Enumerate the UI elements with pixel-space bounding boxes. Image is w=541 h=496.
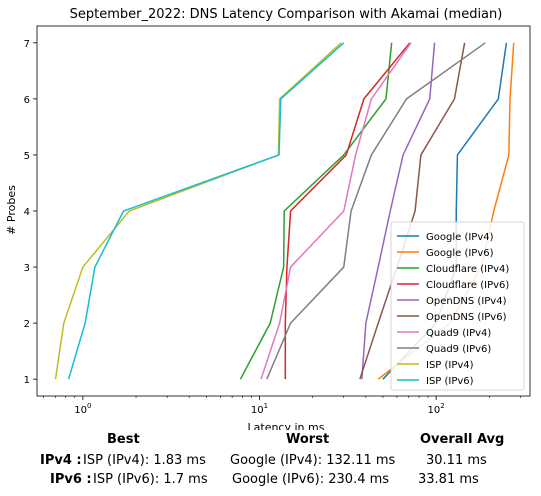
summary-header-worst: Worst (286, 432, 330, 447)
series-line-4 (361, 42, 436, 380)
summary-avg-ipv4: 30.11 ms (426, 453, 487, 468)
legend-label: Cloudflare (IPv4) (426, 264, 509, 275)
y-axis-label: # Probes (5, 185, 18, 235)
y-tick-label: 5 (24, 151, 30, 162)
summary-row-label-ipv4: IPv4 : (40, 453, 82, 468)
y-tick-label: 3 (24, 263, 30, 274)
y-tick-label: 7 (24, 39, 30, 50)
summary-best-ipv6: ISP (IPv6): 1.7 ms (93, 472, 208, 487)
series-line-6 (260, 42, 412, 380)
summary-worst-ipv4: Google (IPv4): 132.11 ms (230, 453, 396, 468)
x-axis-label: Latency in ms (248, 421, 325, 430)
legend-label: Google (IPv6) (426, 248, 494, 259)
legend-label: Quad9 (IPv4) (426, 328, 491, 339)
legend-label: ISP (IPv6) (426, 376, 474, 387)
x-tick-label: 101 (251, 402, 268, 416)
legend-label: OpenDNS (IPv4) (426, 296, 507, 307)
series-line-5 (359, 42, 466, 380)
legend-label: ISP (IPv4) (426, 360, 474, 371)
chart: September_2022: DNS Latency Comparison w… (5, 7, 531, 430)
y-tick-label: 1 (24, 375, 30, 386)
series-line-8 (54, 42, 342, 380)
y-tick-label: 4 (24, 207, 30, 218)
summary-row-label-ipv6: IPv6 : (50, 472, 92, 487)
summary-avg-ipv6: 33.81 ms (418, 472, 479, 487)
y-tick-label: 6 (24, 95, 30, 106)
series-line-2 (239, 42, 393, 380)
legend-label: Google (IPv4) (426, 232, 494, 243)
summary-header-best: Best (107, 432, 140, 447)
y-tick-label: 2 (24, 319, 30, 330)
x-tick-label: 100 (74, 402, 91, 416)
summary-best-ipv4: ISP (IPv4): 1.83 ms (83, 453, 206, 468)
summary-table: Best Worst Overall Avg IPv4 : ISP (IPv4)… (0, 430, 541, 496)
series-line-3 (284, 42, 411, 380)
chart-title: September_2022: DNS Latency Comparison w… (70, 7, 503, 22)
legend-box (390, 221, 525, 391)
legend-label: Quad9 (IPv6) (426, 344, 491, 355)
summary-header-avg: Overall Avg (420, 432, 505, 447)
x-tick-label: 102 (428, 402, 445, 416)
series-line-9 (67, 42, 345, 380)
summary-worst-ipv6: Google (IPv6): 230.4 ms (232, 472, 390, 487)
legend-label: Cloudflare (IPv6) (426, 280, 509, 291)
series-line-7 (266, 42, 486, 380)
legend-label: OpenDNS (IPv6) (426, 312, 507, 323)
